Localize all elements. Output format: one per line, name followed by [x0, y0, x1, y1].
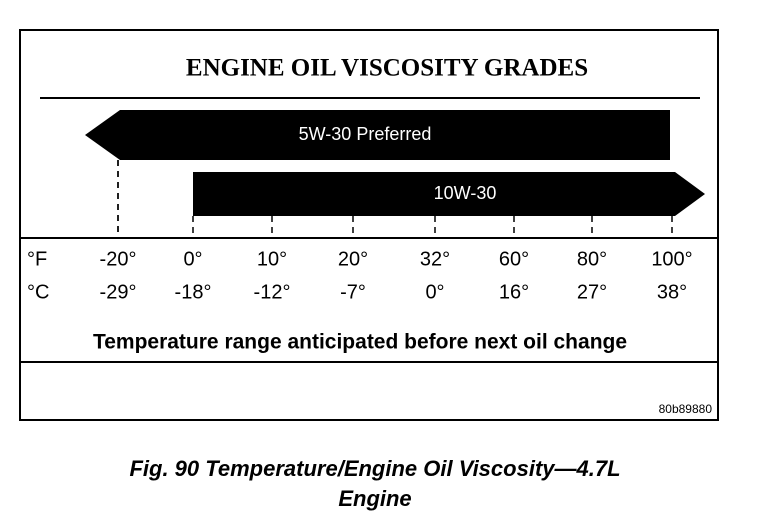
- temperature-label: 10°: [257, 248, 287, 270]
- caption-line: Engine: [338, 486, 411, 511]
- frame: [19, 29, 719, 421]
- temperature-label: 0°: [183, 248, 202, 270]
- temperature-label: 0°: [425, 281, 444, 303]
- unit-label: °F: [27, 248, 47, 270]
- temperature-label: 16°: [499, 281, 529, 303]
- temperature-label: 60°: [499, 248, 529, 270]
- temperature-label: -7°: [340, 281, 366, 303]
- temperature-label: -18°: [175, 281, 212, 303]
- caption-line: Fig. 90 Temperature/Engine Oil Viscosity…: [129, 456, 620, 481]
- arrow-label: 5W-30 Preferred: [299, 124, 432, 144]
- range-caption: Temperature range anticipated before nex…: [93, 331, 627, 354]
- arrow-left: [85, 110, 670, 160]
- temperature-label: 100°: [651, 248, 692, 270]
- unit-label: °C: [27, 281, 49, 303]
- temperature-label: -29°: [100, 281, 137, 303]
- temperature-label: -12°: [254, 281, 291, 303]
- temperature-label: 80°: [577, 248, 607, 270]
- temperature-label: 38°: [657, 281, 687, 303]
- figure-id: 80b89880: [659, 402, 713, 416]
- temperature-label: -20°: [100, 248, 137, 270]
- arrow-label: 10W-30: [434, 183, 497, 203]
- temperature-label: 20°: [338, 248, 368, 270]
- figure-title: ENGINE OIL VISCOSITY GRADES: [186, 55, 588, 82]
- temperature-label: 27°: [577, 281, 607, 303]
- arrow-right: [193, 172, 705, 216]
- temperature-label: 32°: [420, 248, 450, 270]
